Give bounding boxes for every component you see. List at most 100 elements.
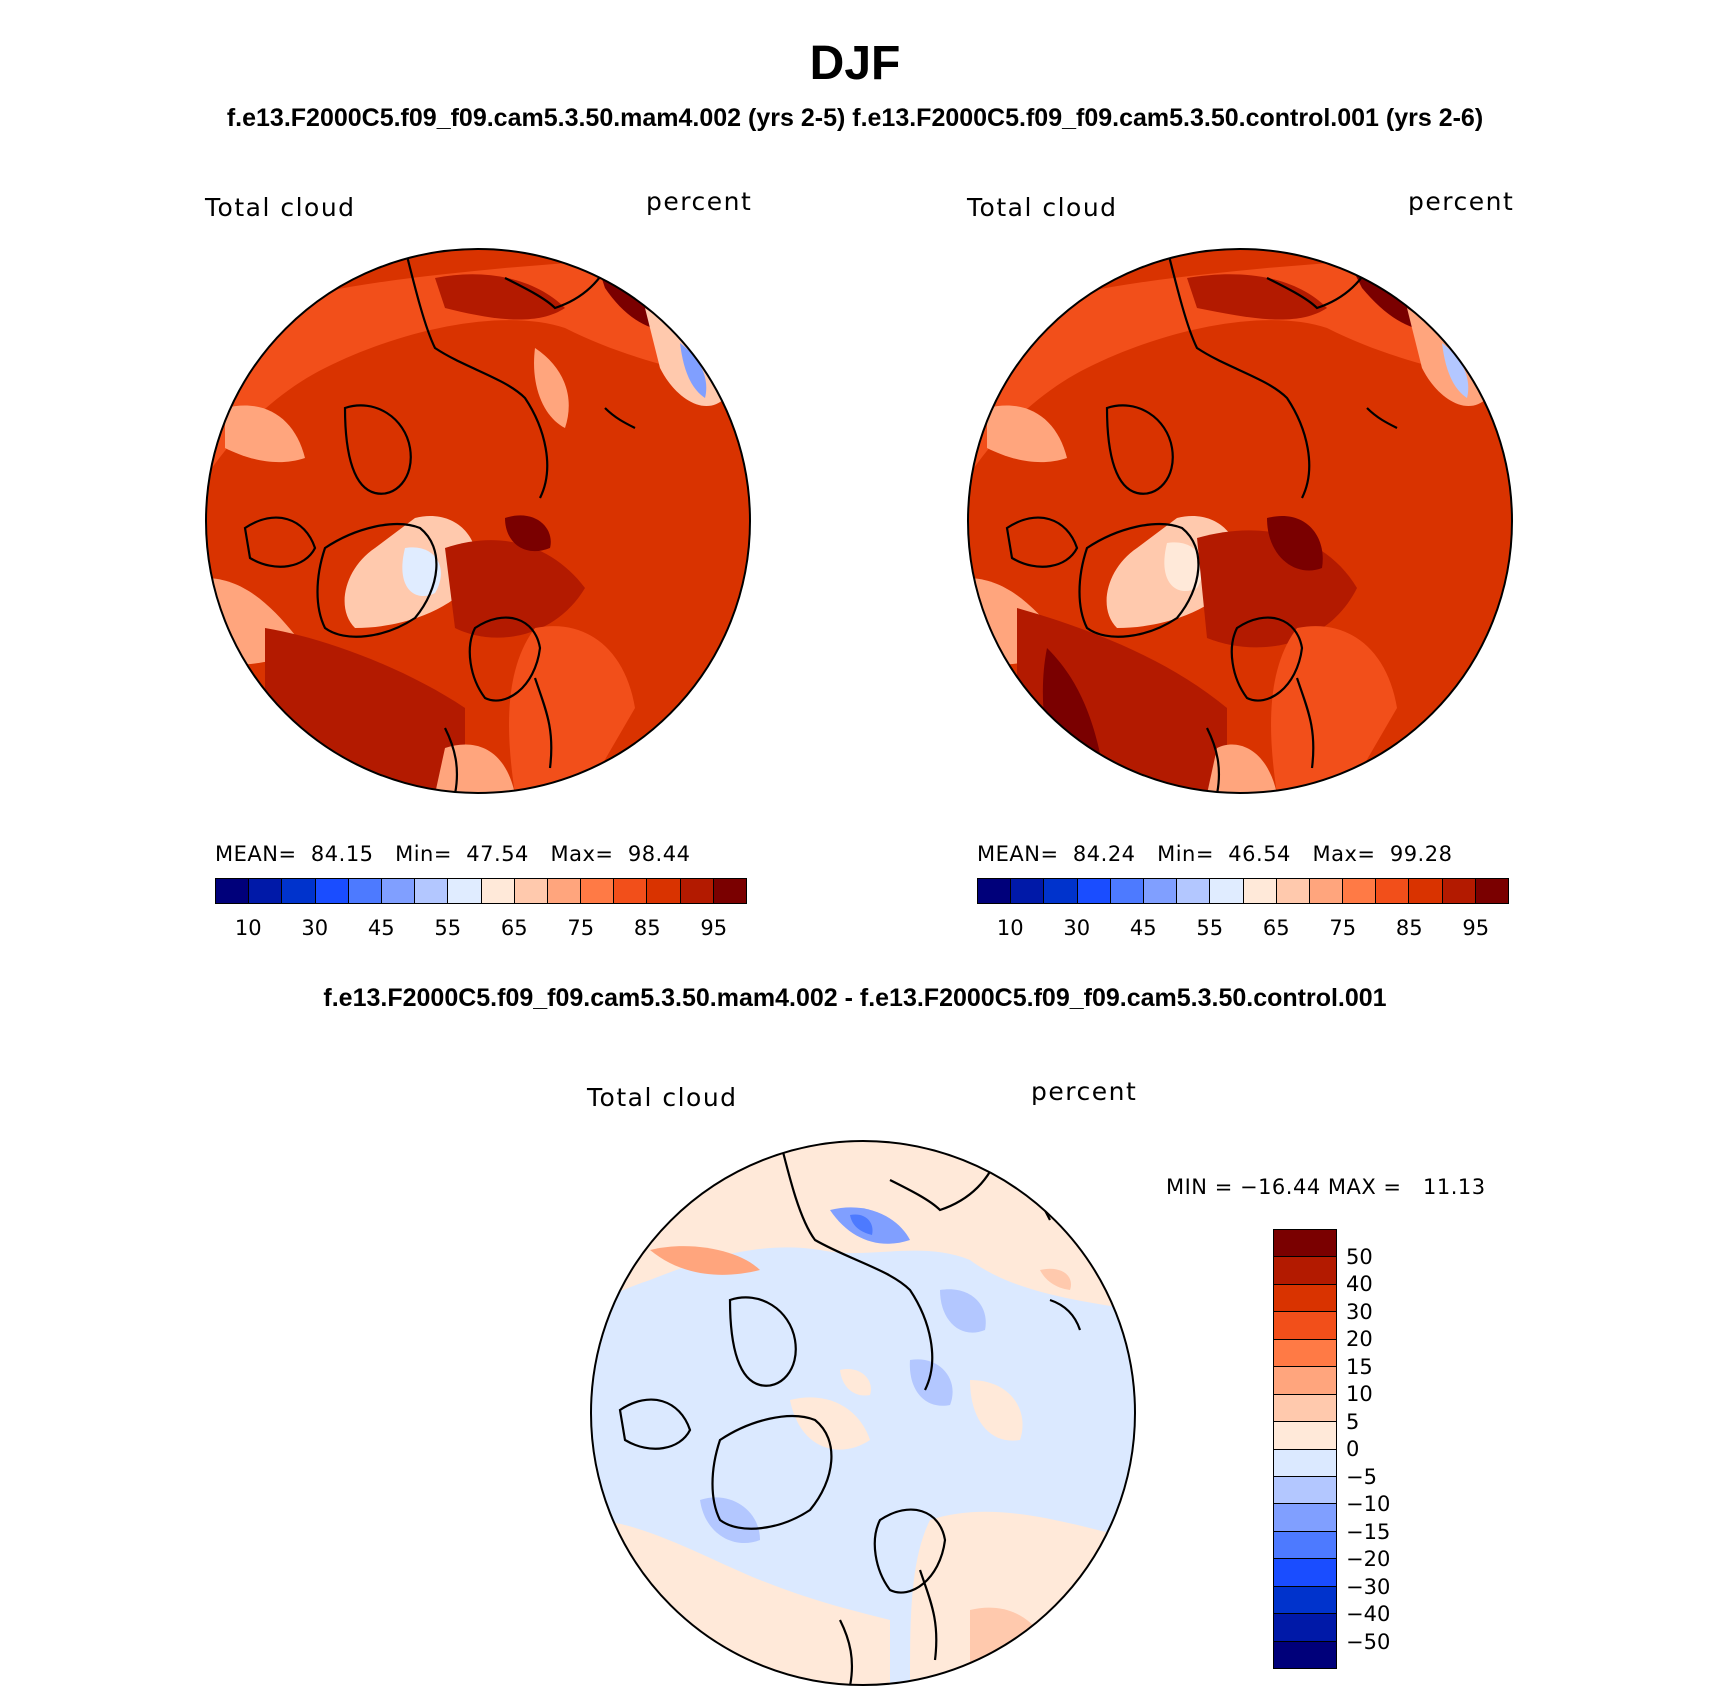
- colorbar-tick-label: 75: [1329, 916, 1357, 940]
- colorbar-swatch: [1274, 1641, 1336, 1668]
- colorbar-swatch: [1274, 1284, 1336, 1313]
- right-min-value: 46.54: [1228, 842, 1291, 866]
- diff-map-field: [591, 1141, 1135, 1685]
- left-map-coastlines: [243, 249, 666, 793]
- left-mean-label: MEAN=: [215, 842, 297, 866]
- left-min-label: Min=: [395, 842, 452, 866]
- colorbar-tick-label: −5: [1346, 1464, 1377, 1489]
- colorbar-swatch: [1274, 1504, 1336, 1532]
- colorbar-tick-label: 30: [1063, 916, 1091, 940]
- colorbar-swatch: [381, 879, 416, 903]
- colorbar-swatch: [1243, 879, 1277, 903]
- colorbar-swatch: [348, 879, 382, 903]
- diff-polar-map: [590, 1140, 1136, 1686]
- colorbar-swatch: [680, 879, 714, 903]
- colorbar-swatch: [481, 879, 515, 903]
- left-mean-value: 84.15: [310, 842, 374, 866]
- diff-minmax: MIN = −16.44 MAX = 11.13: [1166, 1175, 1486, 1199]
- colorbar-tick-label: 65: [500, 916, 528, 940]
- colorbar-swatch: [1274, 1367, 1336, 1395]
- colorbar-swatch: [1274, 1614, 1336, 1642]
- left-max-label: Max=: [550, 842, 614, 866]
- right-mean-value: 84.24: [1072, 842, 1136, 866]
- colorbar-tick-label: 20: [1346, 1327, 1373, 1351]
- right-stats: MEAN= 84.24 Min= 46.54 Max= 99.28: [977, 842, 1452, 866]
- colorbar-tick-label: 65: [1262, 916, 1290, 940]
- colorbar-tick-label: −10: [1346, 1492, 1391, 1516]
- colorbar-swatch: [614, 879, 648, 903]
- colorbar-tick-label: 0: [1346, 1437, 1360, 1461]
- colorbar-swatch: [1343, 879, 1377, 903]
- colorbar-swatch: [1274, 1586, 1336, 1615]
- left-map-field: [206, 249, 750, 793]
- colorbar-swatch: [1274, 1531, 1336, 1560]
- colorbar-swatch: [1274, 1559, 1336, 1587]
- colorbar-swatch: [1274, 1476, 1336, 1505]
- left-units-label: percent: [646, 187, 753, 216]
- colorbar-tick-label: 75: [567, 916, 595, 940]
- colorbar-swatch: [1011, 879, 1045, 903]
- colorbar-swatch: [1274, 1257, 1336, 1285]
- left-min-value: 47.54: [466, 842, 529, 866]
- colorbar-tick-label: 30: [1346, 1299, 1373, 1324]
- right-min-label: Min=: [1157, 842, 1214, 866]
- figure-title: DJF: [809, 37, 901, 90]
- colorbar-swatch: [1309, 879, 1344, 903]
- colorbar-swatch: [216, 879, 250, 903]
- right-variable-label: Total cloud: [967, 193, 1118, 222]
- colorbar-tick-label: −50: [1346, 1629, 1391, 1654]
- colorbar-swatch: [1110, 879, 1144, 903]
- colorbar-swatch: [1475, 879, 1508, 903]
- colorbar-tick-label: −20: [1346, 1547, 1391, 1571]
- colorbar-swatch: [1044, 879, 1078, 903]
- colorbar-tick-label: −15: [1346, 1519, 1391, 1544]
- colorbar-tick-label: 55: [1196, 916, 1224, 940]
- colorbar-tick-label: 15: [1346, 1354, 1373, 1379]
- colorbar-swatch: [1210, 879, 1244, 903]
- left-variable-label: Total cloud: [205, 193, 356, 222]
- diff-colorbar: [1273, 1229, 1337, 1669]
- colorbar-swatch: [282, 879, 316, 903]
- diff-units-label: percent: [1031, 1077, 1138, 1106]
- subtitle-difference: f.e13.F2000C5.f09_f09.cam5.3.50.mam4.002…: [323, 984, 1387, 1012]
- colorbar-swatch: [1274, 1230, 1336, 1258]
- colorbar-swatch: [249, 879, 283, 903]
- left-colorbar: [215, 878, 747, 904]
- right-max-value: 99.28: [1389, 842, 1453, 866]
- right-polar-map: [967, 248, 1513, 794]
- colorbar-swatch: [514, 879, 548, 903]
- right-units-label: percent: [1408, 187, 1515, 216]
- colorbar-tick-label: 45: [1129, 916, 1157, 940]
- colorbar-swatch: [1442, 879, 1476, 903]
- colorbar-swatch: [1177, 879, 1211, 903]
- colorbar-swatch: [713, 879, 746, 903]
- left-polar-map: [205, 248, 751, 794]
- colorbar-swatch: [1143, 879, 1178, 903]
- colorbar-swatch: [315, 879, 349, 903]
- colorbar-swatch: [1274, 1449, 1336, 1477]
- colorbar-tick-label: 55: [434, 916, 462, 940]
- colorbar-tick-label: −40: [1346, 1602, 1391, 1626]
- right-max-label: Max=: [1312, 842, 1376, 866]
- colorbar-swatch: [1274, 1339, 1336, 1368]
- colorbar-tick-label: 5: [1346, 1409, 1360, 1434]
- colorbar-tick-label: 95: [700, 916, 728, 940]
- colorbar-swatch: [1276, 879, 1310, 903]
- colorbar-swatch: [1077, 879, 1111, 903]
- colorbar-tick-label: 85: [1395, 916, 1423, 940]
- colorbar-swatch: [978, 879, 1012, 903]
- left-max-value: 98.44: [627, 842, 691, 866]
- colorbar-swatch: [415, 879, 449, 903]
- diff-variable-label: Total cloud: [587, 1083, 738, 1112]
- right-colorbar: [977, 878, 1509, 904]
- colorbar-tick-label: 10: [996, 916, 1024, 940]
- subtitle-cases: f.e13.F2000C5.f09_f09.cam5.3.50.mam4.002…: [226, 104, 1484, 132]
- right-map-border: [967, 248, 1513, 794]
- colorbar-swatch: [448, 879, 482, 903]
- colorbar-swatch: [1409, 879, 1443, 903]
- colorbar-swatch: [1376, 879, 1410, 903]
- right-mean-label: MEAN=: [977, 842, 1059, 866]
- right-map-field: [968, 249, 1512, 793]
- left-map-border: [205, 248, 751, 794]
- left-stats: MEAN= 84.15 Min= 47.54 Max= 98.44: [215, 842, 690, 866]
